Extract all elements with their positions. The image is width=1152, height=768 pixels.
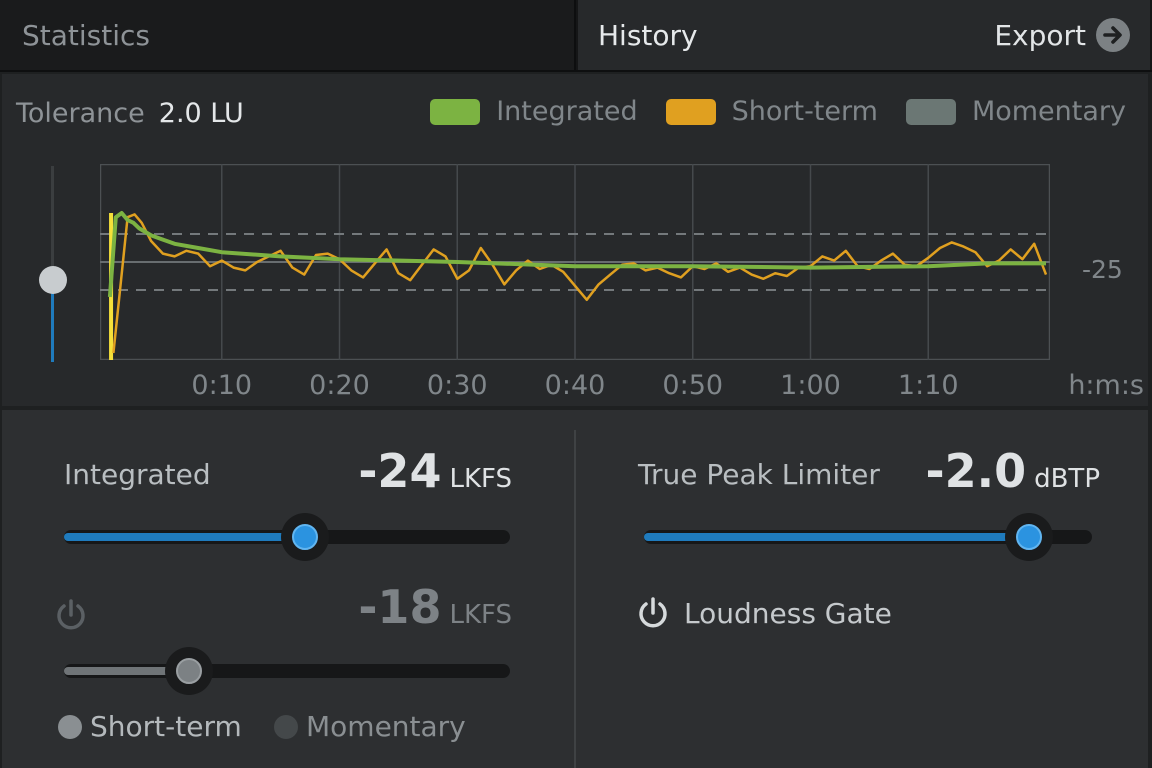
integrated-target-number: -24 [358, 444, 442, 498]
controls-panel: Integrated -24 LKFS -18 LKFS Short-term Mo… [2, 410, 1148, 768]
true-peak-slider-handle[interactable] [1005, 513, 1054, 561]
true-peak-value: -2.0 dBTP [926, 444, 1101, 498]
history-panel: Tolerance 2.0 LU Integrated Short-term M… [2, 74, 1148, 406]
arrow-right-icon [1096, 18, 1130, 52]
true-peak-label: True Peak Limiter [638, 458, 880, 491]
export-button[interactable]: Export [994, 0, 1130, 70]
loudness-gate-power-icon [634, 594, 672, 632]
integrated-label: Integrated [64, 458, 211, 491]
secondary-slider[interactable] [64, 647, 510, 695]
panel-divider [574, 430, 576, 768]
radio-short-term-label: Short-term [90, 710, 242, 743]
integrated-slider-knob [291, 524, 318, 550]
secondary-target-number: -18 [358, 580, 442, 634]
target-vertical-slider-track[interactable] [51, 166, 54, 362]
true-peak-number: -2.0 [925, 444, 1027, 498]
radio-momentary-label: Momentary [306, 710, 466, 743]
x-tick-label: 0:20 [309, 370, 370, 401]
series-short-term [112, 213, 1048, 354]
legend-momentary-swatch [905, 98, 956, 125]
legend-short-term-label: Short-term [731, 96, 878, 127]
loudness-gate-label: Loudness Gate [684, 596, 892, 630]
radio-momentary-dot [274, 714, 298, 739]
legend-integrated-swatch [430, 98, 481, 125]
tab-history[interactable]: History [578, 0, 1150, 70]
series-integrated [107, 211, 1046, 298]
legend-short-term[interactable]: Short-term [665, 96, 878, 127]
true-peak-unit: dBTP [1034, 464, 1100, 494]
integrated-slider-handle[interactable] [280, 513, 329, 561]
secondary-slider-handle[interactable] [164, 647, 213, 695]
legend-momentary[interactable]: Momentary [905, 96, 1126, 127]
integrated-target-unit: LKFS [449, 464, 512, 494]
loudness-gate-toggle[interactable]: Loudness Gate [634, 594, 892, 632]
tolerance-readout: Tolerance 2.0 LU [16, 98, 244, 129]
radio-short-term[interactable]: Short-term [58, 710, 242, 743]
secondary-slider-knob [175, 658, 202, 684]
radio-short-term-dot [58, 714, 82, 739]
integrated-slider[interactable] [64, 513, 510, 561]
x-tick-label: 0:30 [426, 370, 488, 401]
x-tick-label: 1:00 [780, 370, 841, 401]
tab-bar: Statistics History Export [0, 0, 1152, 72]
radio-momentary[interactable]: Momentary [274, 710, 466, 743]
secondary-target-value: -18 LKFS [358, 580, 512, 634]
tolerance-value: 2.0 LU [158, 98, 244, 129]
x-tick-label: 0:40 [544, 370, 606, 401]
integrated-target-value: -24 LKFS [358, 444, 512, 498]
x-tick-label: 0:50 [662, 370, 724, 401]
true-peak-slider-knob [1016, 524, 1043, 550]
chart-legend: Integrated Short-term Momentary [402, 96, 1126, 127]
reference-level-label: -25 [1082, 255, 1123, 284]
legend-short-term-swatch [665, 98, 716, 125]
tolerance-label: Tolerance [16, 98, 145, 129]
chart-canvas [100, 164, 1050, 360]
target-vertical-slider-handle[interactable] [39, 266, 67, 294]
secondary-slider-fill [64, 667, 189, 675]
true-peak-slider-fill [644, 533, 1030, 541]
integrated-slider-fill [64, 533, 305, 541]
tab-statistics-label: Statistics [22, 18, 150, 52]
tab-statistics[interactable]: Statistics [0, 0, 576, 70]
export-label: Export [994, 18, 1086, 52]
loudness-history-chart [100, 164, 1050, 360]
power-icon[interactable] [52, 596, 90, 638]
tab-history-label: History [598, 18, 698, 52]
secondary-target-unit: LKFS [449, 600, 512, 630]
x-tick-label: 1:10 [897, 370, 959, 401]
time-unit-label: h:m:s [1068, 370, 1144, 401]
legend-momentary-label: Momentary [971, 96, 1126, 127]
legend-integrated[interactable]: Integrated [430, 96, 638, 127]
x-tick-label: 0:10 [191, 370, 253, 401]
true-peak-slider[interactable] [644, 513, 1092, 561]
target-vertical-slider-fill [51, 280, 54, 362]
legend-integrated-label: Integrated [496, 96, 638, 127]
